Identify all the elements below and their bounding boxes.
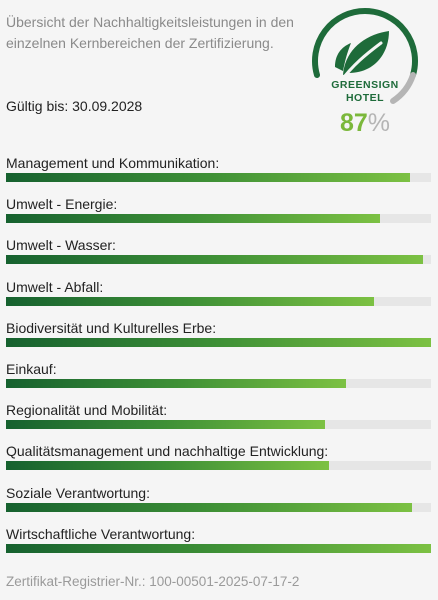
score-bar-fill (6, 502, 412, 512)
overall-percent: 87% (305, 109, 425, 138)
score-row: Biodiversität und Kulturelles Erbe: (6, 320, 431, 361)
intro-text: Übersicht der Nachhaltigkeitsleistungen … (6, 14, 294, 51)
score-label: Qualitätsmanagement und nachhaltige Entw… (6, 443, 329, 460)
percent-value: 87 (339, 109, 368, 137)
score-label: Umwelt - Energie: (6, 196, 118, 213)
badge-ring-icon (312, 8, 418, 104)
score-bar-track (6, 214, 431, 224)
score-row: Umwelt - Wasser: (6, 237, 431, 278)
score-bar-fill (6, 461, 329, 471)
score-label: Einkauf: (6, 360, 57, 377)
badge-line2: HOTEL (345, 92, 385, 104)
score-bar-fill (6, 420, 325, 430)
score-label: Wirtschaftliche Verantwortung: (6, 525, 196, 542)
score-label: Biodiversität und Kulturelles Erbe: (6, 319, 217, 336)
score-bar-track (6, 420, 431, 430)
badge-line1: GREENSIGN (331, 79, 399, 91)
score-bar-fill (6, 543, 431, 553)
score-bar-fill (6, 173, 410, 182)
score-bar-track (6, 296, 431, 306)
score-bar-fill (6, 337, 431, 347)
leaf-icon (335, 31, 389, 83)
greensign-badge: GREENSIGN HOTEL 87% (305, 3, 425, 138)
score-label: Umwelt - Wasser: (6, 237, 116, 254)
score-label: Management und Kommunikation: (6, 155, 220, 171)
score-row: Umwelt - Energie: (6, 196, 431, 237)
valid-until: Gültig bis: 30.09.2028 (6, 98, 143, 114)
score-label: Regionalität und Mobilität: (6, 402, 168, 419)
score-bar-fill (6, 214, 380, 224)
score-bar-track (6, 173, 431, 182)
score-row: Einkauf: (6, 361, 431, 402)
score-label: Soziale Verantwortung: (6, 484, 150, 501)
score-bar-fill (6, 255, 423, 265)
score-label: Umwelt - Abfall: (6, 278, 104, 295)
score-row: Qualitätsmanagement und nachhaltige Entw… (6, 443, 431, 484)
score-bar-track (6, 337, 431, 347)
score-row: Regionalität und Mobilität: (6, 402, 431, 443)
score-row: Umwelt - Abfall: (6, 279, 431, 320)
percent-sign: % (367, 109, 391, 137)
certificate-number: Zertifikat-Registrier-Nr.: 100-00501-202… (6, 574, 300, 589)
score-bar-fill (6, 296, 374, 306)
score-bar-fill (6, 378, 346, 388)
score-bar-track (6, 378, 431, 388)
score-bar-track (6, 255, 431, 265)
score-row: Wirtschaftliche Verantwortung: (6, 526, 431, 567)
score-bar-track (6, 543, 431, 553)
score-row: Soziale Verantwortung: (6, 485, 431, 526)
score-list: Management und Kommunikation: Umwelt - En… (6, 155, 431, 567)
score-row: Management und Kommunikation: (6, 155, 431, 196)
score-bar-track (6, 461, 431, 471)
score-bar-track (6, 502, 431, 512)
